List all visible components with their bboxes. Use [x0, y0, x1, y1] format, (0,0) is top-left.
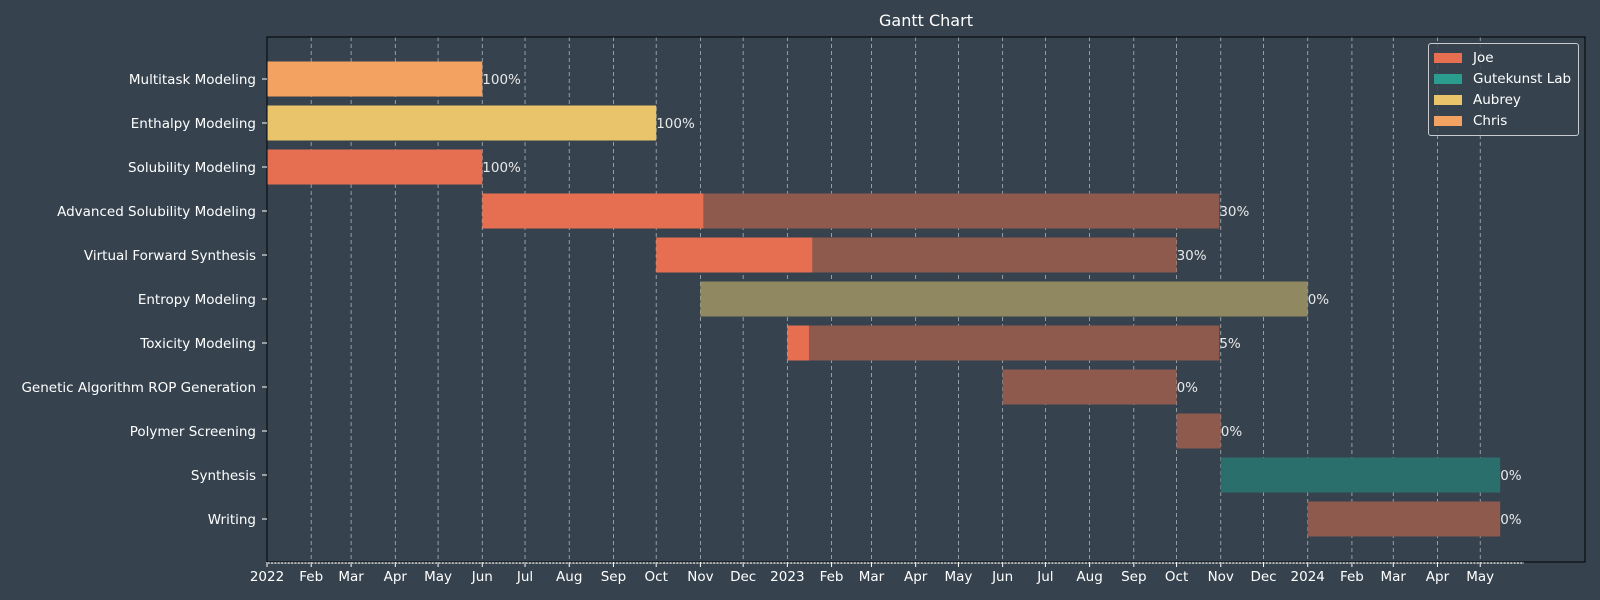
bar-completed — [787, 325, 809, 361]
x-tick-label: 2023 — [770, 569, 804, 585]
x-tick-label: Mar — [1381, 569, 1407, 585]
x-tick-label: 2022 — [250, 569, 284, 585]
task-label: Genetic Algorithm ROP Generation — [21, 380, 256, 396]
x-tick-label: Jun — [471, 569, 493, 585]
axis-layer: 2022 Feb Mar Apr May Jun Jul Aug Sep Oct Nov Dec 202… — [21, 72, 1524, 585]
bars-layer — [267, 61, 1501, 537]
completion-label: 5% — [1219, 336, 1241, 352]
task-label: Synthesis — [191, 468, 256, 484]
legend-item: Chris — [1429, 110, 1578, 131]
legend-item: Joe — [1429, 47, 1578, 68]
task-label: Virtual Forward Synthesis — [84, 248, 256, 264]
bar-remaining — [1176, 413, 1221, 449]
bar-completed — [267, 149, 483, 185]
completion-label: 30% — [1177, 248, 1207, 264]
legend-swatch — [1434, 115, 1462, 126]
bar-remaining — [1220, 457, 1501, 493]
task-label: Writing — [208, 512, 256, 528]
task-label: Enthalpy Modeling — [131, 116, 256, 132]
task-label: Entropy Modeling — [138, 292, 256, 308]
x-tick-label: Nov — [1208, 569, 1234, 585]
task-label: Polymer Screening — [130, 424, 256, 440]
bar-remaining — [1002, 369, 1177, 405]
legend-swatch — [1434, 52, 1462, 63]
bar-remaining — [1307, 501, 1501, 537]
x-tick-label: Feb — [820, 569, 844, 585]
x-tick-label: Mar — [859, 569, 885, 585]
completion-label: 100% — [482, 72, 521, 88]
bar-completed — [267, 105, 657, 141]
x-tick-label: Aug — [556, 569, 582, 585]
completion-label: 0% — [1177, 380, 1199, 396]
legend-item: Aubrey — [1429, 89, 1578, 110]
x-tick-label: Jun — [991, 569, 1013, 585]
task-label: Toxicity Modeling — [139, 336, 256, 352]
legend-swatch — [1434, 94, 1462, 105]
x-tick-label: Feb — [1340, 569, 1364, 585]
x-tick-label: Sep — [1121, 569, 1146, 585]
x-tick-label: May — [1466, 569, 1494, 585]
x-tick-label: May — [944, 569, 972, 585]
task-label: Multitask Modeling — [129, 72, 256, 88]
x-tick-label: May — [424, 569, 452, 585]
completion-label: 0% — [1308, 292, 1330, 308]
bar-remaining — [700, 281, 1308, 317]
completion-label: 30% — [1219, 204, 1249, 220]
completion-label: 0% — [1500, 468, 1522, 484]
legend-label: Chris — [1473, 112, 1508, 129]
chart-title: Gantt Chart — [879, 11, 973, 30]
bar-completed — [267, 61, 483, 97]
legend-item: Gutekunst Lab — [1429, 68, 1578, 89]
x-tick-label: Mar — [338, 569, 364, 585]
x-tick-label: Dec — [1250, 569, 1276, 585]
x-tick-label: Aug — [1076, 569, 1102, 585]
labels-layer: 100% 100% 100% 30% 30% 0% 5% 0% 0% 0% 0% — [482, 72, 1522, 528]
completion-label: 100% — [656, 116, 695, 132]
completion-label: 100% — [482, 160, 521, 176]
legend-label: Joe — [1473, 49, 1494, 66]
x-tick-label: Jul — [1036, 569, 1053, 585]
x-tick-label: Oct — [645, 569, 668, 585]
legend: Joe Gutekunst Lab Aubrey Chris — [1428, 43, 1579, 136]
x-tick-label: Nov — [687, 569, 713, 585]
completion-label: 0% — [1500, 512, 1522, 528]
x-tick-label: Sep — [601, 569, 626, 585]
legend-swatch — [1434, 73, 1462, 84]
legend-label: Gutekunst Lab — [1473, 70, 1572, 87]
legend-label: Aubrey — [1473, 91, 1521, 108]
task-label: Solubility Modeling — [128, 160, 256, 176]
x-tick-label: 2024 — [1291, 569, 1325, 585]
x-tick-label: Jul — [516, 569, 533, 585]
bar-completed — [482, 193, 704, 229]
completion-label: 0% — [1221, 424, 1243, 440]
x-tick-label: Oct — [1165, 569, 1188, 585]
x-tick-label: Apr — [384, 569, 408, 585]
task-label: Advanced Solubility Modeling — [57, 204, 256, 220]
bar-remaining — [812, 237, 1177, 273]
bar-completed — [656, 237, 813, 273]
x-tick-label: Apr — [1426, 569, 1450, 585]
bar-remaining — [808, 325, 1220, 361]
x-tick-label: Dec — [730, 569, 756, 585]
x-tick-label: Feb — [299, 569, 323, 585]
bar-remaining — [703, 193, 1220, 229]
x-tick-label: Apr — [904, 569, 928, 585]
